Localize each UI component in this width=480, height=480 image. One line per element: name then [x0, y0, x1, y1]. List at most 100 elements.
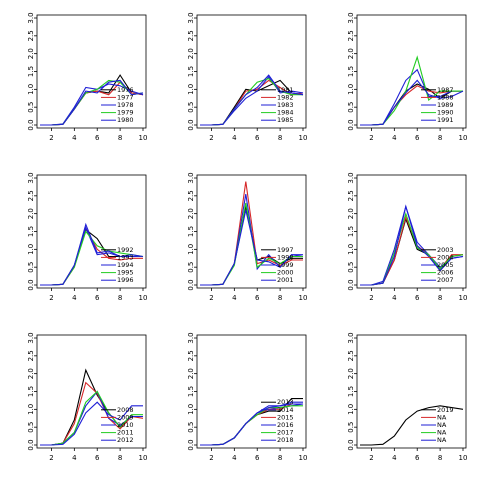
y-tick-label: 1.5	[347, 386, 355, 397]
series-lines	[200, 181, 304, 286]
y-tick-label: 1.5	[187, 66, 195, 77]
y-tick-label: 3.0	[187, 172, 195, 183]
y-tick-label: 3.0	[27, 332, 35, 343]
y-tick-label: 2.5	[347, 350, 355, 361]
x-tick-label: 10	[459, 134, 468, 142]
y-tick-label: 3.0	[27, 12, 35, 23]
legend-label: 1992	[117, 246, 134, 254]
panel-2: 0.00.51.01.52.02.53.02 4 6 8 101981198219831…	[187, 12, 307, 142]
y-tick-label: 1.0	[27, 84, 35, 95]
x-tick-label: 2	[49, 134, 53, 142]
y-tick-label: 2.0	[187, 48, 195, 59]
x-tick-label: 4	[232, 454, 237, 462]
x-tick-label: 10	[299, 454, 308, 462]
legend-label: 2018	[277, 436, 294, 444]
legend-label: 1994	[117, 261, 134, 269]
legend-label: 1987	[437, 86, 454, 94]
legend-label: 2008	[117, 406, 134, 414]
y-tick-label: 2.5	[27, 350, 35, 361]
x-tick-label: 6	[415, 134, 420, 142]
y-tick-label: 0.0	[347, 119, 355, 130]
legend-label: 1981	[277, 86, 294, 94]
legend-label: 2016	[277, 421, 294, 429]
x-tick-label: 10	[139, 454, 148, 462]
x-tick-label: 4	[72, 294, 77, 302]
legend-label: 2007	[437, 276, 454, 284]
y-tick-label: 1.0	[347, 244, 355, 255]
series-lines	[40, 74, 144, 126]
y-tick-label: 1.5	[187, 386, 195, 397]
x-tick-label: 6	[95, 454, 100, 462]
legend-label: 1989	[437, 101, 454, 109]
x-tick-label: 2	[369, 294, 373, 302]
y-tick-label: 0.0	[27, 119, 35, 130]
x-axis: 2 4 6 8 10	[369, 448, 467, 462]
series-line-1996	[40, 222, 144, 286]
y-tick-label: 1.0	[347, 84, 355, 95]
legend-label: 1990	[437, 109, 454, 117]
legend-label: 2009	[117, 413, 134, 421]
legend-label: 1982	[277, 93, 294, 101]
legend-label: NA	[437, 421, 447, 429]
legend-label: 2003	[437, 246, 454, 254]
y-axis: 0.0 0.5 1.0 1.5 2.0 2.5 3.0	[187, 12, 197, 131]
y-tick-label: 1.0	[187, 84, 195, 95]
legend-label: 2014	[277, 406, 294, 414]
y-tick-label: 1.5	[27, 66, 35, 77]
y-tick-label: 1.5	[347, 66, 355, 77]
x-axis: 2 4 6 8 10	[49, 288, 147, 302]
y-axis: 0.0 0.5 1.0 1.5 2.0 2.5 3.0	[347, 172, 357, 291]
series-lines	[360, 55, 464, 126]
legend-label: 1993	[117, 253, 134, 261]
x-axis: 2 4 6 8 10	[369, 128, 467, 142]
legend-label: 1980	[117, 116, 134, 124]
y-axis: 0.0 0.5 1.0 1.5 2.0 2.5 3.0	[27, 172, 37, 291]
y-tick-label: 2.5	[187, 350, 195, 361]
y-tick-label: 1.5	[27, 226, 35, 237]
x-axis: 2 4 6 8 10	[209, 288, 307, 302]
x-axis: 2 4 6 8 10	[209, 128, 307, 142]
y-tick-label: 2.5	[347, 190, 355, 201]
x-axis: 2 4 6 8 10	[209, 448, 307, 462]
y-tick-label: 0.0	[347, 279, 355, 290]
y-tick-label: 1.0	[27, 404, 35, 415]
y-tick-label: 1.0	[27, 244, 35, 255]
y-tick-label: 3.0	[347, 332, 355, 343]
legend-label: 2011	[117, 429, 134, 437]
legend-label: 2017	[277, 429, 294, 437]
y-tick-label: 0.0	[27, 279, 35, 290]
x-tick-label: 8	[438, 454, 442, 462]
x-tick-label: 4	[392, 134, 397, 142]
panel-5: 0.00.51.01.52.02.53.02 4 6 8 101997199819992…	[187, 172, 307, 302]
x-tick-label: 4	[232, 294, 237, 302]
legend-label: 1996	[117, 276, 134, 284]
x-tick-label: 4	[232, 134, 237, 142]
x-tick-label: 6	[255, 294, 260, 302]
x-tick-label: 2	[369, 454, 373, 462]
legend-label: 1988	[437, 93, 454, 101]
x-tick-label: 2	[209, 294, 213, 302]
x-tick-label: 10	[459, 294, 468, 302]
legend-label: 1978	[117, 101, 134, 109]
legend-label: 2004	[437, 253, 454, 261]
y-tick-label: 2.5	[347, 30, 355, 41]
x-tick-label: 2	[209, 454, 213, 462]
y-tick-label: 0.0	[187, 279, 195, 290]
y-tick-label: 1.0	[347, 404, 355, 415]
x-tick-label: 6	[95, 134, 100, 142]
y-tick-label: 3.0	[187, 12, 195, 23]
y-tick-label: 1.0	[187, 404, 195, 415]
panel-8: 0.00.51.01.52.02.53.02 4 6 8 102013201420152…	[187, 332, 307, 462]
series-lines	[40, 222, 144, 286]
y-tick-label: 0.0	[187, 439, 195, 450]
y-tick-label: 0.5	[347, 262, 355, 273]
y-axis: 0.0 0.5 1.0 1.5 2.0 2.5 3.0	[187, 172, 197, 291]
series-lines	[200, 398, 304, 446]
x-tick-label: 10	[139, 134, 148, 142]
x-tick-label: 8	[118, 454, 122, 462]
